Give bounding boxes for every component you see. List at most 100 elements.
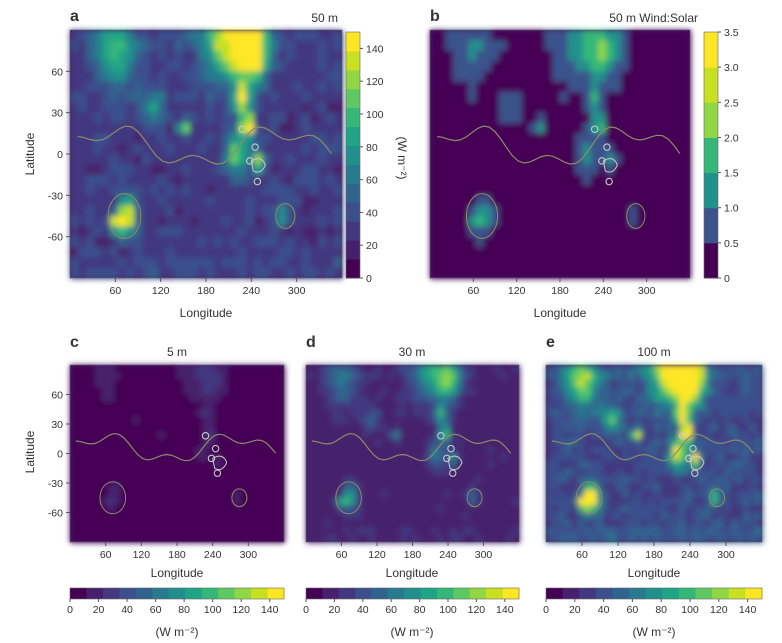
- heatmap-cell: [481, 401, 489, 411]
- heatmap-cell: [294, 102, 303, 114]
- colorbar-tick-label: 140: [496, 604, 514, 616]
- heatmap-cell: [254, 216, 263, 228]
- heatmap-cell: [118, 112, 127, 124]
- heatmap-cell: [312, 490, 320, 499]
- heatmap-cell: [118, 164, 127, 176]
- heatmap-cell: [306, 446, 314, 455]
- heatmap-cell: [636, 112, 646, 124]
- heatmap-cell: [132, 519, 141, 529]
- heatmap-cell: [660, 460, 668, 470]
- heatmap-cell: [246, 164, 255, 176]
- heatmap-cell: [362, 387, 370, 396]
- heatmap-cell: [468, 164, 477, 176]
- heatmap-cell: [324, 475, 333, 484]
- heatmap-cell: [613, 247, 623, 259]
- heatmap-cell: [437, 505, 445, 514]
- heatmap-cell: [262, 236, 271, 248]
- colorbar-tick-label: 140: [261, 604, 279, 616]
- heatmap-cell: [126, 534, 134, 543]
- heatmap-cell: [399, 453, 408, 462]
- heatmap-cell: [126, 431, 134, 440]
- heatmap-cell: [609, 372, 617, 381]
- heatmap-cell: [150, 236, 159, 248]
- heatmap-cell: [462, 431, 470, 440]
- heatmap-cell: [286, 133, 295, 145]
- heatmap-cell: [717, 490, 725, 499]
- heatmap-cell: [584, 512, 592, 521]
- heatmap-cell: [481, 483, 489, 492]
- heatmap-cell: [88, 505, 97, 514]
- heatmap-cell: [214, 416, 223, 425]
- colorbar-tick-label: 20: [569, 604, 581, 616]
- heatmap-cell: [582, 236, 592, 248]
- heatmap-cell: [230, 267, 239, 279]
- heatmap-cell: [654, 446, 662, 455]
- heatmap-cell: [481, 379, 489, 389]
- heatmap-cell: [590, 133, 600, 145]
- volcano-contour: [246, 157, 254, 165]
- heatmap-cell: [431, 401, 439, 411]
- heatmap-cell: [468, 154, 477, 166]
- heatmap-cell: [252, 401, 260, 411]
- heatmap-cell: [326, 226, 335, 238]
- heatmap-cell: [506, 446, 514, 455]
- heatmap-cell: [628, 483, 636, 492]
- heatmap-cell: [238, 40, 247, 52]
- heatmap-cell: [487, 534, 495, 543]
- heatmap-cell: [331, 512, 339, 521]
- heatmap-cell: [95, 468, 103, 477]
- heatmap-cell: [262, 61, 271, 73]
- heatmap-cell: [487, 468, 495, 477]
- colorbar-segment: [486, 588, 504, 599]
- heatmap-cell: [506, 534, 514, 543]
- heatmap-cell: [312, 527, 320, 536]
- heatmap-cell: [628, 490, 636, 499]
- heatmap-cell: [487, 512, 495, 521]
- heatmap-cell: [233, 365, 241, 374]
- heatmap-cell: [312, 401, 320, 411]
- heatmap-cell: [277, 534, 285, 543]
- heatmap-cell: [654, 475, 662, 484]
- heatmap-cell: [603, 431, 611, 440]
- heatmap-cell: [254, 30, 263, 42]
- heatmap-cell: [443, 534, 452, 543]
- heatmap-cell: [468, 505, 477, 514]
- heatmap-cell: [636, 236, 646, 248]
- heatmap-cell: [456, 468, 464, 477]
- heatmap-cell: [571, 519, 579, 529]
- heatmap-cell: [500, 512, 508, 521]
- heatmap-cell: [331, 416, 339, 425]
- heatmap-cell: [362, 468, 370, 477]
- heatmap-cell: [500, 401, 508, 411]
- heatmap-cell: [271, 394, 279, 403]
- heatmap-cell: [107, 424, 116, 433]
- heatmap-cell: [679, 460, 687, 470]
- heatmap-cell: [120, 394, 128, 403]
- heatmap-cell: [214, 81, 223, 93]
- heatmap-cell: [558, 416, 567, 425]
- heatmap-cell: [230, 195, 239, 207]
- heatmap-cell: [654, 379, 662, 389]
- heatmap-cell: [114, 379, 122, 389]
- heatmap-cell: [644, 267, 653, 279]
- heatmap-cell: [258, 505, 267, 514]
- heatmap-cell: [126, 174, 135, 186]
- heatmap-cell: [445, 216, 454, 228]
- heatmap-cell: [82, 460, 90, 470]
- heatmap-cell: [636, 61, 646, 73]
- heatmap-cell: [82, 446, 90, 455]
- heatmap-cell: [107, 438, 116, 448]
- heatmap-cell: [704, 438, 713, 448]
- heatmap-cell: [78, 226, 87, 238]
- heatmap-cell: [565, 409, 573, 418]
- heatmap-cell: [487, 372, 495, 381]
- heatmap-cell: [312, 379, 320, 389]
- heatmap-cell: [736, 394, 744, 403]
- heatmap-cell: [349, 460, 358, 470]
- heatmap-cell: [221, 365, 229, 374]
- heatmap-cell: [456, 365, 464, 374]
- heatmap-cell: [590, 438, 598, 448]
- heatmap-cell: [399, 387, 408, 396]
- heatmap-cell: [491, 267, 500, 279]
